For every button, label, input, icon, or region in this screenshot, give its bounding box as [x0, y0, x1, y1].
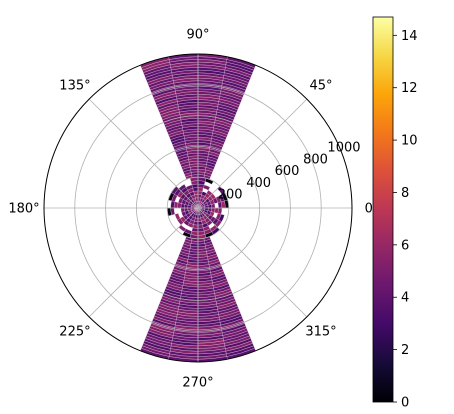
- colorbar-tick-label: 12: [401, 81, 418, 96]
- angle-tick-label: 270°: [182, 376, 213, 391]
- colorbar-tick-label: 14: [401, 29, 418, 44]
- heatmap-cells: [139, 54, 257, 362]
- colorbar-tick-label: 10: [401, 134, 418, 149]
- heatmap-cell: [203, 184, 211, 191]
- angle-tick-label: 45°: [310, 78, 333, 93]
- colorbar-ticks: 0 2 4 6 8 10 12 14: [393, 29, 418, 411]
- radial-tick-label: 400: [246, 176, 271, 191]
- polar-grid: [44, 54, 352, 362]
- angle-tick-label: 180°: [8, 202, 39, 217]
- angular-gridline: [88, 207, 199, 318]
- heatmap-cell: [218, 213, 225, 223]
- heatmap-cell: [217, 207, 223, 215]
- colorbar-tick-label: 0: [401, 396, 409, 411]
- colorbar-tick-label: 6: [401, 238, 409, 253]
- radial-tick-label: 600: [275, 164, 300, 179]
- colorbar: 0 2 4 6 8 10 12 14: [372, 16, 418, 411]
- angle-tick-label: 135°: [59, 78, 90, 93]
- colorbar-tick-label: 2: [401, 343, 409, 358]
- polar-outline: [43, 53, 353, 363]
- radial-tick-label: 1000: [327, 141, 360, 156]
- angle-tick-label: 315°: [305, 325, 336, 340]
- angle-tick-label: 225°: [59, 325, 90, 340]
- heatmap-cell: [170, 200, 176, 209]
- colorbar-gradient: [372, 16, 394, 403]
- colorbar-tick-label: 4: [401, 291, 409, 306]
- radial-tick-label: 200: [218, 188, 243, 203]
- angle-tick-label: 90°: [186, 28, 209, 43]
- angle-tick-labels: 0°45°90°135°180°225°270°315°: [8, 28, 379, 391]
- radial-tick-label: 800: [303, 152, 328, 167]
- angular-gridline: [197, 98, 308, 209]
- angular-gridline: [197, 207, 308, 318]
- angular-gridline: [88, 98, 199, 209]
- colorbar-tick-label: 8: [401, 186, 409, 201]
